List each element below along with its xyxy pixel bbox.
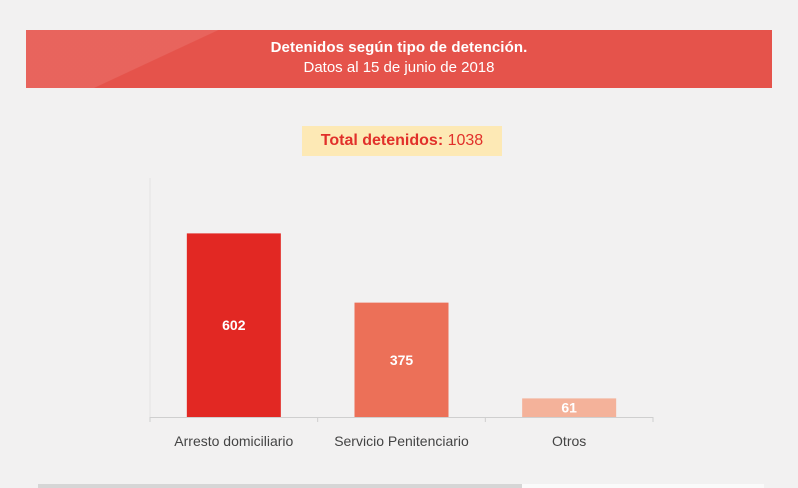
bottom-strip-right xyxy=(522,484,764,488)
bar-value-label-1: 602 xyxy=(222,317,246,333)
chart-title: Detenidos según tipo de detención. xyxy=(270,39,528,56)
bar-value-label-3: 61 xyxy=(561,400,577,416)
bar-value-label-2: 375 xyxy=(390,352,414,368)
total-label: Total detenidos: xyxy=(320,132,444,149)
bar-1 xyxy=(186,233,281,417)
header-banner: Detenidos según tipo de detención. Datos… xyxy=(26,30,772,88)
category-label-2: Servicio Penitenciario xyxy=(334,433,469,449)
chart-subtitle: Datos al 15 de junio de 2018 xyxy=(303,59,495,76)
category-label-1: Arresto domiciliario xyxy=(174,433,293,449)
category-label-3: Otros xyxy=(552,433,586,449)
banner-sheen xyxy=(26,30,772,88)
total-badge: Total detenidos: 1038 xyxy=(302,126,502,156)
bottom-strip-left xyxy=(38,484,522,488)
bar-2 xyxy=(354,302,449,417)
total-value: 1038 xyxy=(447,132,484,149)
bar-3 xyxy=(522,398,617,417)
